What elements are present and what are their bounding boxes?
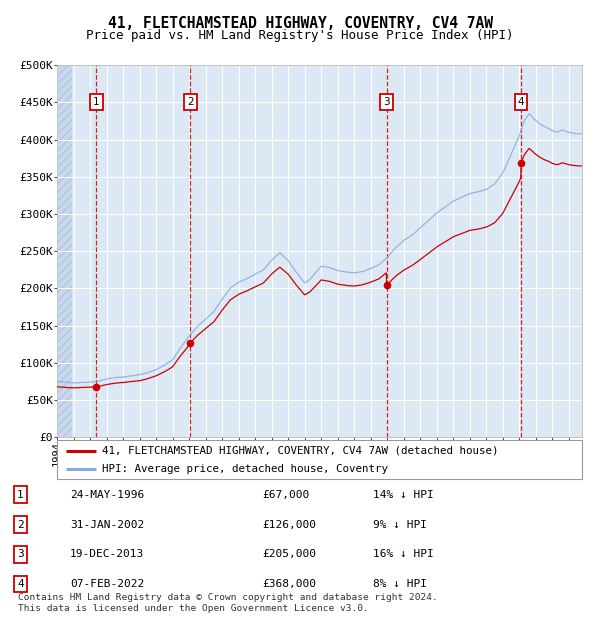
Text: 2: 2 xyxy=(187,97,194,107)
Text: £67,000: £67,000 xyxy=(262,490,310,500)
Text: 16% ↓ HPI: 16% ↓ HPI xyxy=(373,549,433,559)
Text: 07-FEB-2022: 07-FEB-2022 xyxy=(70,579,144,589)
Text: 41, FLETCHAMSTEAD HIGHWAY, COVENTRY, CV4 7AW: 41, FLETCHAMSTEAD HIGHWAY, COVENTRY, CV4… xyxy=(107,16,493,31)
Text: 4: 4 xyxy=(518,97,524,107)
Text: 41, FLETCHAMSTEAD HIGHWAY, COVENTRY, CV4 7AW (detached house): 41, FLETCHAMSTEAD HIGHWAY, COVENTRY, CV4… xyxy=(101,446,498,456)
Text: HPI: Average price, detached house, Coventry: HPI: Average price, detached house, Cove… xyxy=(101,464,388,474)
Text: 3: 3 xyxy=(17,549,24,559)
Text: 2: 2 xyxy=(17,520,24,529)
Text: 1: 1 xyxy=(17,490,24,500)
Text: 9% ↓ HPI: 9% ↓ HPI xyxy=(373,520,427,529)
Text: 3: 3 xyxy=(383,97,390,107)
Text: £126,000: £126,000 xyxy=(262,520,316,529)
Text: 1: 1 xyxy=(93,97,100,107)
FancyBboxPatch shape xyxy=(57,440,582,479)
Text: £205,000: £205,000 xyxy=(262,549,316,559)
Bar xyxy=(57,65,72,437)
Text: 4: 4 xyxy=(17,579,24,589)
Text: £368,000: £368,000 xyxy=(262,579,316,589)
Text: Contains HM Land Registry data © Crown copyright and database right 2024.
This d: Contains HM Land Registry data © Crown c… xyxy=(18,593,438,613)
Text: 24-MAY-1996: 24-MAY-1996 xyxy=(70,490,144,500)
Text: 14% ↓ HPI: 14% ↓ HPI xyxy=(373,490,433,500)
Bar xyxy=(57,65,72,437)
Text: 19-DEC-2013: 19-DEC-2013 xyxy=(70,549,144,559)
Text: Price paid vs. HM Land Registry's House Price Index (HPI): Price paid vs. HM Land Registry's House … xyxy=(86,29,514,42)
Text: 31-JAN-2002: 31-JAN-2002 xyxy=(70,520,144,529)
Text: 8% ↓ HPI: 8% ↓ HPI xyxy=(373,579,427,589)
